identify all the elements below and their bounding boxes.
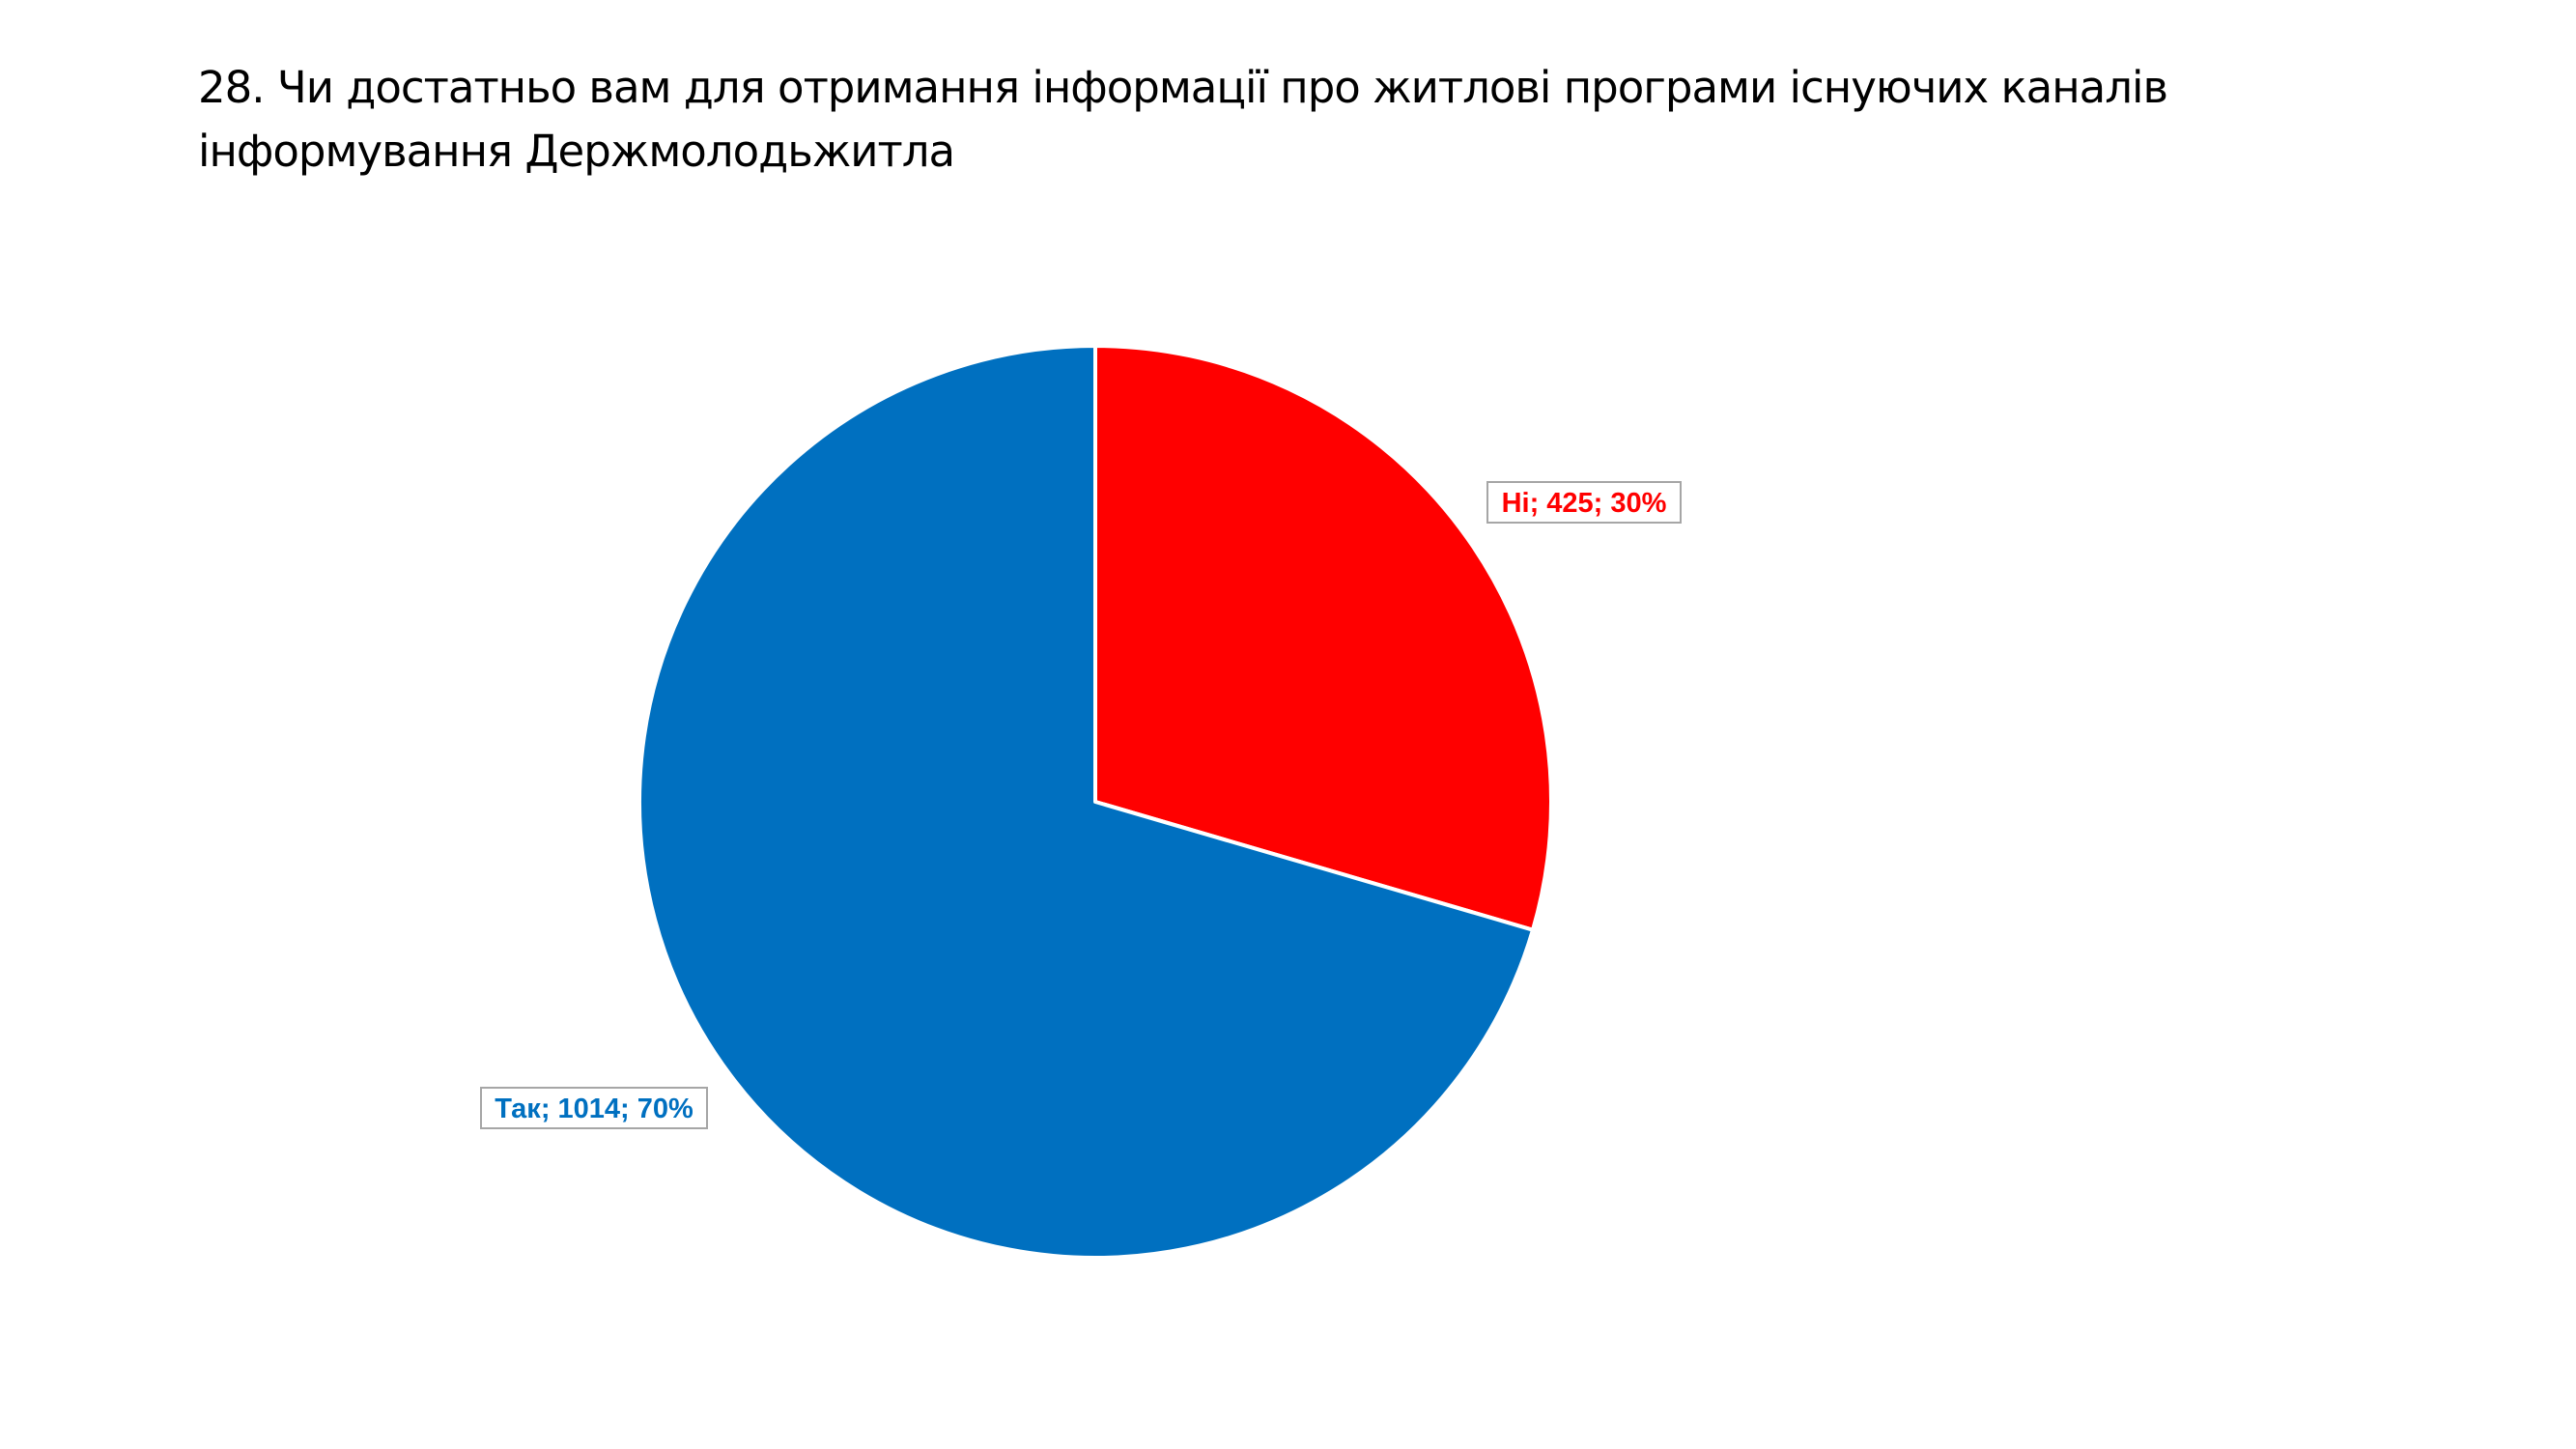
data-label-так: Так; 1014; 70% [480, 1087, 708, 1129]
data-label-text: Так; 1014; 70% [495, 1094, 694, 1124]
pie-slice-ні [1093, 344, 1553, 932]
chart-title: 28. Чи достатньо вам для отримання інфор… [198, 62, 2168, 177]
pie-slice-так [637, 344, 1535, 1260]
data-label-ні: Ні; 425; 30% [1486, 481, 1682, 524]
data-label-text: Ні; 425; 30% [1502, 488, 1667, 519]
